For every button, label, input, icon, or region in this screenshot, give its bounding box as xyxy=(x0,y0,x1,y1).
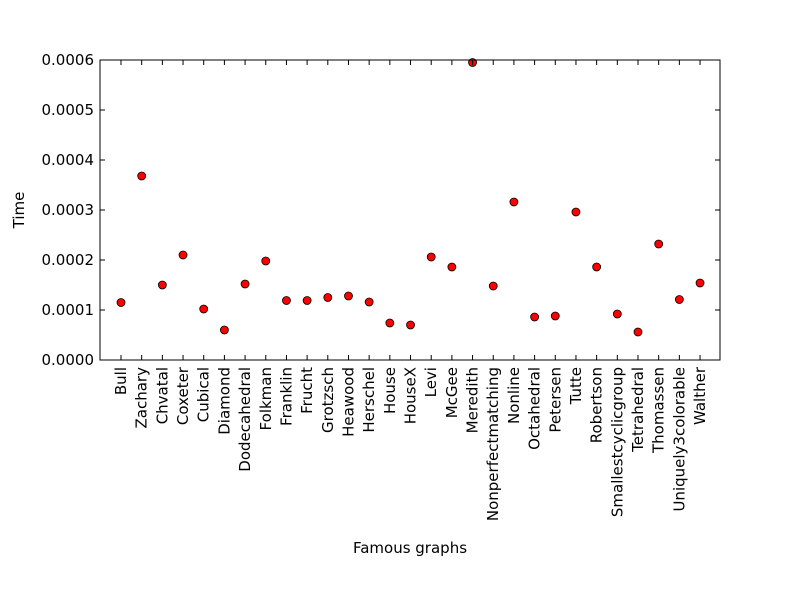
x-tick-label: Robertson xyxy=(588,367,606,443)
x-tick-label: Smallestcyclicgroup xyxy=(608,367,626,517)
x-tick-label: Meredith xyxy=(464,367,482,433)
data-point xyxy=(406,320,415,330)
x-tick-label: Levi xyxy=(422,367,440,397)
x-tick-label: Octahedral xyxy=(526,367,544,450)
data-point xyxy=(261,256,271,266)
data-point xyxy=(302,296,312,305)
data-point xyxy=(116,298,126,307)
plot-frame xyxy=(99,59,721,361)
data-point xyxy=(137,171,147,181)
x-tick-label: McGee xyxy=(443,367,461,418)
x-tick-label: Cubical xyxy=(195,367,213,422)
data-point xyxy=(240,279,250,289)
data-point xyxy=(219,325,229,335)
x-tick-label: Coxeter xyxy=(174,366,192,425)
data-point xyxy=(488,281,498,291)
data-point xyxy=(344,291,353,301)
x-tick-label: Franklin xyxy=(277,367,295,426)
data-point xyxy=(385,318,395,328)
y-tick-label: 0.0003 xyxy=(42,201,95,219)
x-tick-label: Thomassen xyxy=(650,367,668,454)
x-tick-label: Nonline xyxy=(505,367,523,424)
y-tick-label: 0.0001 xyxy=(42,301,95,319)
x-tick-label: House xyxy=(381,367,399,414)
data-point xyxy=(612,309,622,319)
x-tick-label: Uniquely3colorable xyxy=(670,367,688,512)
x-tick-label: Diamond xyxy=(215,367,233,435)
x-tick-label: Walther xyxy=(691,366,709,425)
x-tick-label: Folkman xyxy=(257,367,275,430)
x-tick-label: HouseX xyxy=(402,367,420,424)
x-axis: Bull Zachary Chvatal Coxeter Cubical Diamond D… xyxy=(112,60,709,521)
x-tick-label: Heawood xyxy=(339,367,357,437)
data-point xyxy=(426,252,436,262)
data-point xyxy=(592,262,602,272)
data-point xyxy=(178,250,188,260)
x-tick-label: Frucht xyxy=(298,367,316,414)
y-tick-label: 0.0006 xyxy=(42,51,95,69)
data-point xyxy=(282,296,291,305)
y-axis: 0.0000 0.0001 0.0002 0.0003 0.0004 0.0005 0.00… xyxy=(42,51,720,369)
x-tick-label: Grotzsch xyxy=(319,367,337,433)
data-point xyxy=(199,304,209,314)
x-axis-label: Famous graphs xyxy=(353,539,467,557)
x-tick-label: Dodecahedral xyxy=(236,367,254,472)
x-tick-label: Zachary xyxy=(133,367,151,429)
data-point xyxy=(695,278,705,288)
y-axis-label: Time xyxy=(10,192,28,230)
data-point xyxy=(550,311,560,321)
data-point xyxy=(509,197,519,207)
y-tick-label: 0.0005 xyxy=(42,101,95,119)
data-point xyxy=(530,312,539,322)
y-tick-label: 0.0002 xyxy=(42,251,95,269)
x-tick-label: Tetrahedral xyxy=(629,367,647,453)
x-tick-label: Petersen xyxy=(546,367,564,433)
x-tick-label: Nonperfectmatching xyxy=(484,367,502,521)
x-tick-label: Tutte xyxy=(567,367,585,405)
data-point xyxy=(323,293,333,302)
y-tick-label: 0.0000 xyxy=(42,351,95,369)
x-tick-label: Bull xyxy=(112,367,130,395)
data-point xyxy=(157,280,167,290)
data-points xyxy=(116,58,705,337)
data-point xyxy=(633,327,643,337)
y-tick-label: 0.0004 xyxy=(42,151,95,169)
x-tick-label: Herschel xyxy=(360,367,378,433)
data-point xyxy=(654,239,664,249)
data-point xyxy=(571,207,581,217)
data-point xyxy=(674,295,684,304)
x-tick-label: Chvatal xyxy=(153,367,171,424)
data-point xyxy=(447,262,457,272)
data-point xyxy=(364,297,374,307)
